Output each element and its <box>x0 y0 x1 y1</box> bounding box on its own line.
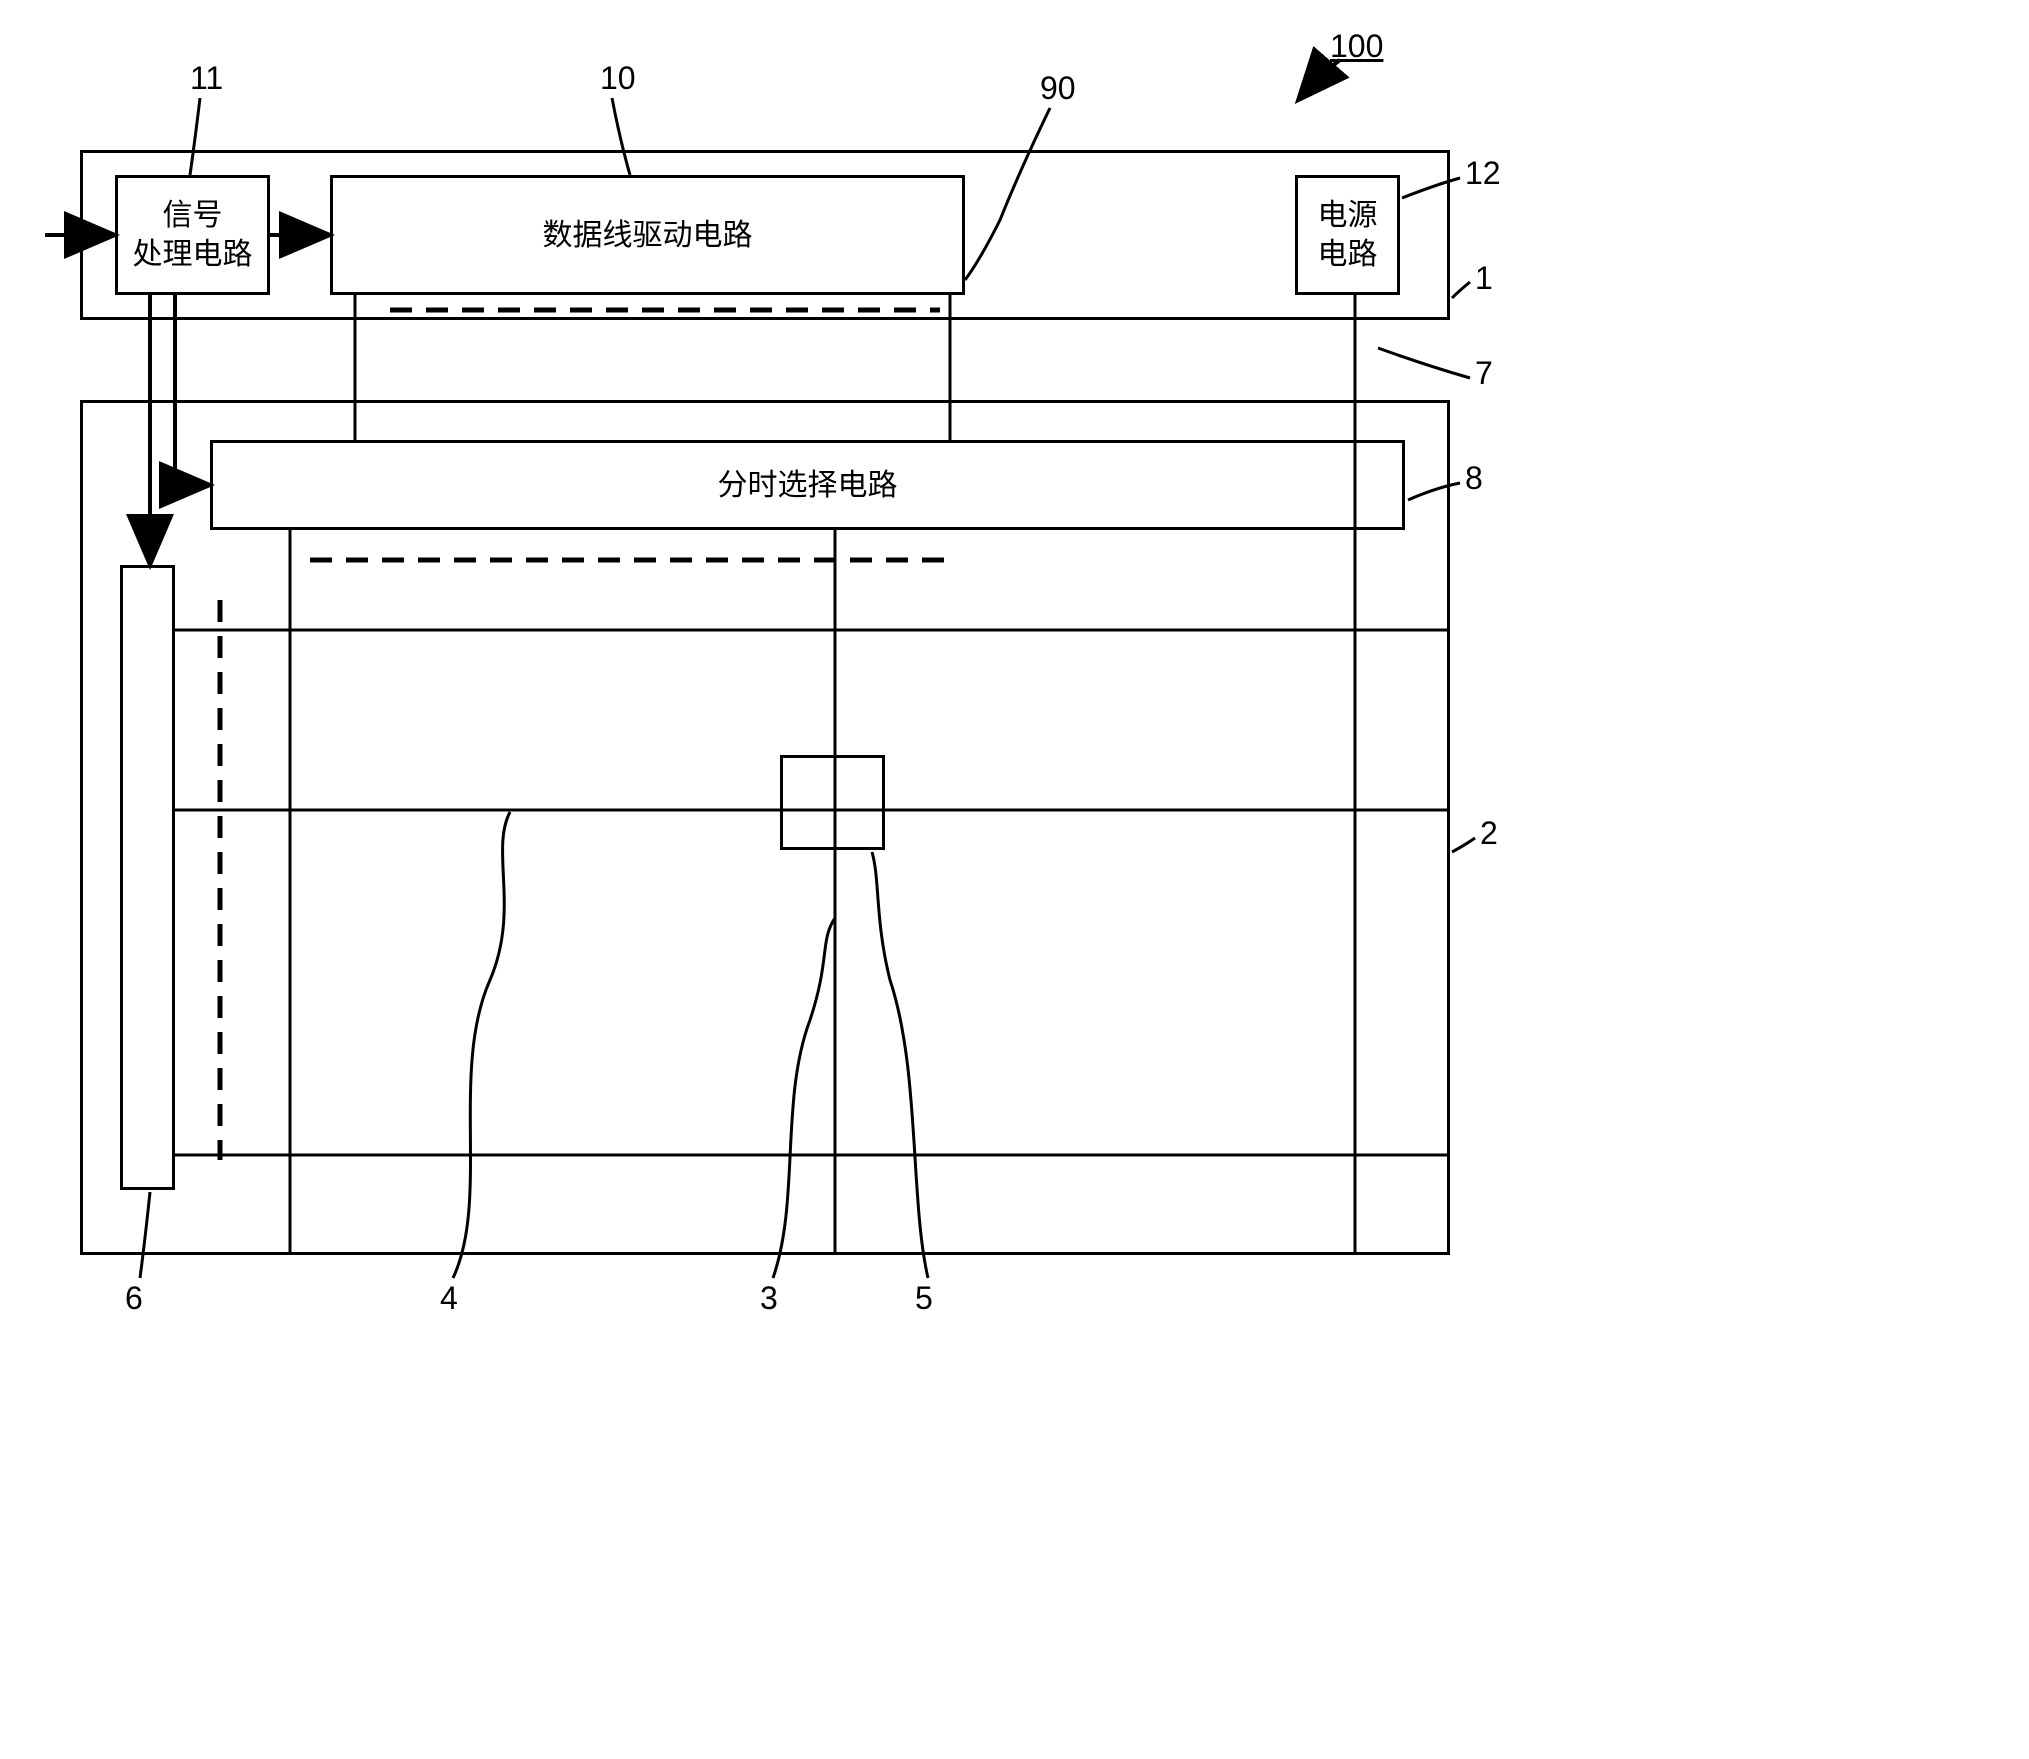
ref-3: 3 <box>760 1280 778 1317</box>
data-driver-box: 数据线驱动电路 <box>330 175 965 295</box>
ref100-arrow <box>1300 60 1340 98</box>
pixel-box <box>780 755 885 850</box>
ref-12: 12 <box>1465 155 1501 192</box>
ref-2: 2 <box>1480 815 1498 852</box>
leader-2 <box>1452 838 1475 852</box>
data-driver-label: 数据线驱动电路 <box>543 216 753 255</box>
scan-driver-box <box>120 565 175 1190</box>
time-select-box: 分时选择电路 <box>210 440 1405 530</box>
power-box: 电源 电路 <box>1295 175 1400 295</box>
time-select-label: 分时选择电路 <box>718 466 898 505</box>
ref-1: 1 <box>1475 260 1493 297</box>
ref-90: 90 <box>1040 70 1076 107</box>
ref-11: 11 <box>190 60 223 97</box>
ref-5: 5 <box>915 1280 933 1317</box>
ref-7: 7 <box>1475 355 1493 392</box>
ref-8: 8 <box>1465 460 1483 497</box>
ref-100: 100 <box>1330 28 1383 65</box>
signal-processing-box: 信号 处理电路 <box>115 175 270 295</box>
ref-6: 6 <box>125 1280 143 1317</box>
power-label: 电源 电路 <box>1318 196 1378 274</box>
ref-4: 4 <box>440 1280 458 1317</box>
leader-1 <box>1452 282 1470 298</box>
leader-7 <box>1378 348 1470 378</box>
signal-processing-label: 信号 处理电路 <box>133 196 253 274</box>
ref-10: 10 <box>600 60 636 97</box>
block-diagram: 信号 处理电路 数据线驱动电路 电源 电路 分时选择电路 <box>20 20 1520 1320</box>
